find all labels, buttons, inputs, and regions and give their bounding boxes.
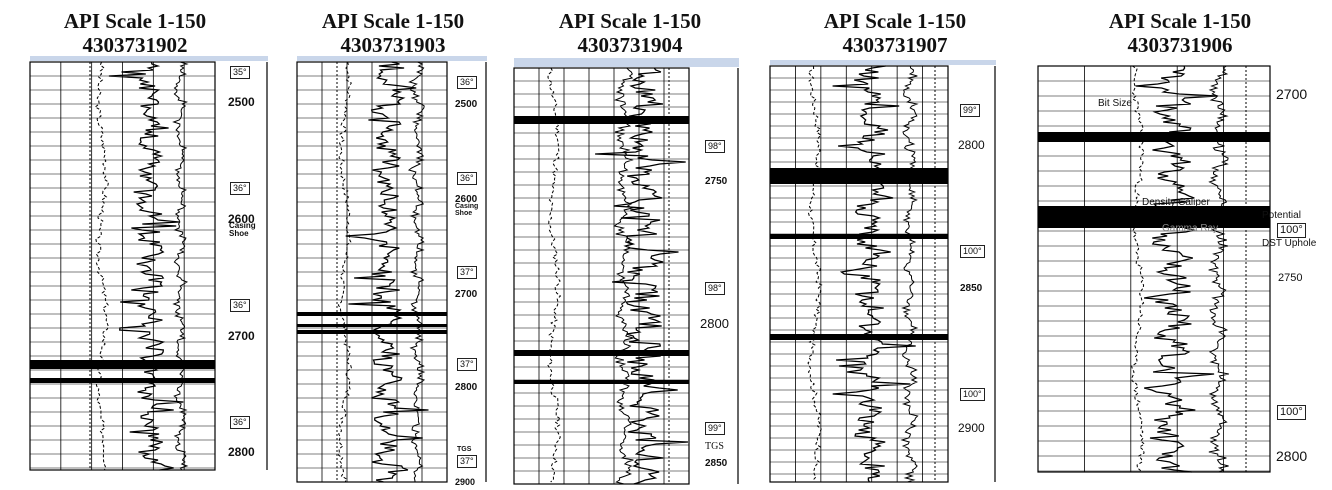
panel-1-temp-1: 35° [230, 66, 250, 79]
panel-3-depth-2850: 2850 [705, 458, 728, 469]
panel-4-temp-2: 100° [960, 245, 985, 258]
panel-1-depth-2500: 2500 [228, 95, 255, 109]
panel-2-temp-4: 37° [457, 358, 477, 371]
panel-1-title-line: API Scale 1-150 [63, 9, 207, 33]
panel-4-top-bar [770, 60, 996, 65]
log-dashed-trace [546, 67, 562, 483]
log-solid-trace [832, 65, 916, 483]
panel-1-temp-2: 36° [230, 182, 250, 195]
log-dark-band [514, 380, 689, 384]
panel-1-log-strip [29, 61, 268, 471]
panel-4-temp-1: 99° [960, 104, 980, 117]
panel-5-title: API Scale 1-150 4303731906 [1075, 9, 1285, 57]
panel-2-log-chart [296, 61, 487, 483]
panel-2-title: API Scale 1-150 4303731903 [293, 9, 493, 57]
log-dark-band [297, 330, 447, 334]
log-dark-band [30, 360, 215, 369]
log-dashed-trace [94, 61, 109, 471]
log-dark-band [297, 312, 447, 316]
panel-4-title: API Scale 1-150 4303731907 [790, 9, 1000, 57]
panel-2-log-strip [296, 61, 487, 483]
panel-1-temp-3: 36° [230, 299, 250, 312]
panel-2-depth-2500: 2500 [455, 99, 478, 110]
log-solid-trace-2 [900, 65, 919, 483]
panel-4-api-number: 4303731907 [842, 33, 948, 57]
panel-5-depth-2750: 2750 [1278, 272, 1303, 284]
log-solid-trace [595, 67, 689, 485]
panel-2-depth-2900: 2900 [455, 477, 476, 487]
panel-5-api-number: 4303731906 [1127, 33, 1233, 57]
log-dark-band [514, 116, 689, 124]
panel-2-tgs: TGS [457, 446, 472, 453]
panel-5-temp-2: 100° [1277, 405, 1306, 420]
panel-3-log-strip [513, 67, 739, 485]
panel-5-density-caliper-label: Density Caliper [1142, 197, 1210, 208]
log-border [769, 65, 949, 483]
panel-5-dst-uphole-label: DST Uphole [1262, 238, 1317, 249]
panel-1-depth-2800: 2800 [228, 445, 255, 459]
panel-4-depth-2850: 2850 [960, 283, 983, 294]
log-dark-band [1038, 206, 1270, 228]
panel-3-top-bar [514, 58, 739, 67]
panel-1-title: API Scale 1-150 4303731902 [40, 9, 230, 57]
panel-5-gamma-ray-label: Gamma Ray [1162, 223, 1219, 234]
log-solid-trace-2 [1205, 65, 1229, 473]
panel-3-temp-2: 98° [705, 282, 725, 295]
panel-5-temp-1: 100° [1277, 223, 1306, 238]
log-solid-trace-2 [407, 61, 426, 483]
panel-4-depth-2900: 2900 [958, 421, 985, 435]
panel-1-depth-2700: 2700 [228, 329, 255, 343]
log-dashed-trace [807, 65, 823, 481]
log-solid-trace-2 [613, 67, 634, 485]
panel-3-title: API Scale 1-150 4303731904 [525, 9, 735, 57]
panel-2-temp-1: 36° [457, 76, 477, 89]
panel-2-depth-2600: 2600 [455, 194, 478, 205]
panel-3-tgs: TGS [705, 441, 724, 452]
log-solid-trace [108, 61, 184, 471]
panel-2-title-line: API Scale 1-150 [321, 9, 465, 33]
panel-4-log-chart [769, 65, 996, 483]
panel-2-temp-3: 37° [457, 266, 477, 279]
panel-3-depth-2800: 2800 [700, 316, 729, 331]
log-dark-band [770, 234, 948, 239]
log-dashed-trace [1131, 65, 1146, 472]
panel-2-depth-2700: 2700 [455, 289, 478, 300]
panel-5-depth-2700: 2700 [1276, 86, 1308, 102]
log-dark-band [297, 324, 447, 327]
log-solid-trace-2 [172, 61, 189, 471]
panel-4-title-line: API Scale 1-150 [823, 9, 967, 33]
panel-3-log-chart [513, 67, 739, 485]
panel-4-depth-2800: 2800 [958, 138, 985, 152]
panel-2-api-number: 4303731903 [340, 33, 446, 57]
panel-5-log-chart [1037, 65, 1271, 473]
panel-3-depth-2750: 2750 [705, 176, 728, 187]
panel-1-temp-4: 36° [230, 416, 250, 429]
panel-3-temp-1: 98° [705, 140, 725, 153]
panel-1-casing-shoe: Casing Shoe [229, 221, 256, 238]
panel-5-log-strip [1037, 65, 1271, 473]
panel-4-log-strip [769, 65, 996, 483]
panel-4-temp-3: 100° [960, 388, 985, 401]
panel-3-api-number: 4303731904 [577, 33, 683, 57]
panel-2-temp-5: 37° [457, 455, 477, 468]
panel-5-potential-label: Potential [1262, 210, 1301, 221]
panel-3-title-line: API Scale 1-150 [558, 9, 702, 33]
log-solid-trace [1118, 65, 1238, 473]
panel-2-temp-2: 36° [457, 172, 477, 185]
panel-1-depth-2600: 2600 [228, 212, 255, 226]
log-dark-band [514, 350, 689, 356]
panel-5-depth-2800: 2800 [1276, 448, 1308, 464]
log-dark-band [770, 334, 948, 340]
panel-3-temp-3: 99° [705, 422, 725, 435]
log-dark-band [30, 378, 215, 383]
panel-2-casing-shoe: Casing Shoe [455, 203, 479, 217]
panel-2-depth-2800: 2800 [455, 382, 478, 393]
panel-5-title-line: API Scale 1-150 [1108, 9, 1252, 33]
panel-1-log-chart [29, 61, 268, 471]
log-solid-trace [345, 61, 429, 483]
panel-1-top-bar [30, 56, 268, 61]
panel-2-top-bar [297, 56, 487, 61]
panel-5-bit-size-label: Bit Size [1098, 98, 1132, 109]
panel-1-api-number: 4303731902 [82, 33, 188, 57]
